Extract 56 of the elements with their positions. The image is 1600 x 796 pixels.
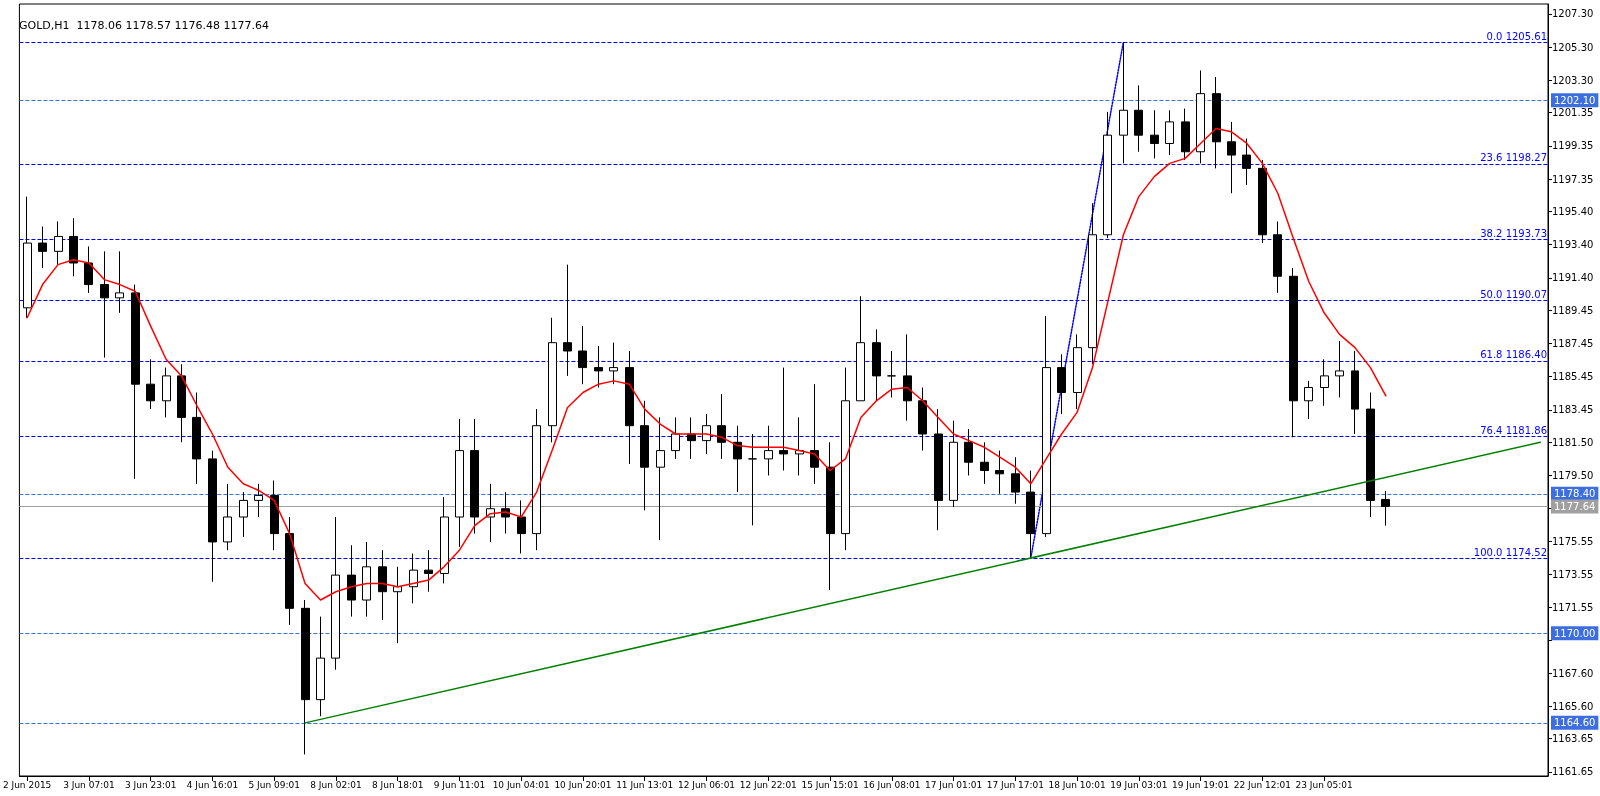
x-tick-label: 10 Jun 04:01	[492, 779, 550, 790]
ref-line-label: 1177.64	[1554, 500, 1596, 512]
y-tick-label: 1175.55	[1552, 535, 1594, 547]
x-tick-label: 11 Jun 13:01	[616, 779, 674, 790]
y-tick-label: 1203.30	[1552, 74, 1594, 86]
ref-line-label: 1164.60	[1554, 717, 1596, 729]
x-tick-label: 3 Jun 23:01	[124, 779, 177, 790]
ref-line-label: 0.0 1205.61	[1486, 30, 1547, 42]
x-tick-label: 9 Jun 11:01	[433, 779, 486, 790]
x-tick-label: 15 Jun 15:01	[801, 779, 859, 790]
x-tick-label: 4 Jun 16:01	[186, 779, 239, 790]
x-tick-label: 18 Jun 10:01	[1048, 779, 1106, 790]
x-tick-label: 19 Jun 19:01	[1172, 779, 1230, 790]
ref-line-label: 1202.10	[1554, 94, 1596, 106]
x-tick-label: 5 Jun 09:01	[248, 779, 300, 790]
ref-line-label: 38.2 1193.73	[1480, 227, 1547, 239]
x-tick-label: 23 Jun 05:01	[1295, 779, 1353, 790]
y-tick-label: 1161.65	[1552, 766, 1594, 778]
ref-line-label: 23.6 1198.27	[1480, 152, 1547, 164]
x-tick-label: 17 Jun 17:01	[986, 779, 1044, 790]
x-tick-label: 17 Jun 01:01	[924, 779, 983, 790]
y-tick-label: 1201.35	[1552, 107, 1594, 119]
y-tick-label: 1183.45	[1552, 404, 1594, 416]
y-tick-label: 1205.30	[1552, 41, 1594, 53]
y-tick-label: 1207.30	[1552, 8, 1594, 20]
y-tick-label: 1189.45	[1552, 304, 1594, 316]
y-tick-label: 1193.40	[1552, 239, 1594, 251]
y-tick-label: 1191.40	[1552, 272, 1594, 284]
y-tick-label: 1187.45	[1552, 338, 1594, 350]
x-tick-label: 8 Jun 02:01	[310, 779, 362, 790]
x-tick-label: 3 Jun 07:01	[63, 779, 115, 790]
ref-line-label: 1178.40	[1554, 488, 1596, 500]
x-tick-label: 19 Jun 03:01	[1110, 779, 1168, 790]
x-tick-label: 12 Jun 22:01	[739, 779, 797, 790]
ref-line-label: 76.4 1181.86	[1480, 424, 1547, 436]
x-tick-label: 8 Jun 18:01	[371, 779, 424, 790]
y-tick-label: 1179.50	[1552, 470, 1594, 481]
x-tick-label: 16 Jun 08:01	[863, 779, 921, 790]
ref-line-label: 61.8 1186.40	[1480, 349, 1547, 361]
ref-line-label: 100.0 1174.52	[1473, 546, 1547, 558]
x-tick-label: 12 Jun 06:01	[677, 779, 736, 790]
y-tick-label: 1173.55	[1552, 568, 1594, 580]
y-tick-label: 1185.45	[1552, 371, 1594, 383]
y-tick-label: 1163.65	[1552, 733, 1594, 745]
y-tick-label: 1165.60	[1552, 700, 1594, 712]
x-tick-label: 2 Jun 2015	[2, 779, 52, 790]
ref-line-label: 1170.00	[1554, 627, 1596, 639]
y-tick-label: 1199.35	[1552, 140, 1594, 152]
y-tick-label: 1181.50	[1552, 436, 1594, 448]
x-tick-label: 10 Jun 20:01	[554, 779, 612, 790]
x-tick-label: 22 Jun 12:01	[1233, 779, 1291, 790]
y-tick-label: 1195.40	[1552, 206, 1594, 218]
ref-line-label: 50.0 1190.07	[1480, 288, 1547, 300]
y-tick-label: 1167.60	[1552, 667, 1594, 679]
y-tick-label: 1197.35	[1552, 173, 1594, 185]
y-tick-label: 1171.55	[1552, 601, 1594, 613]
